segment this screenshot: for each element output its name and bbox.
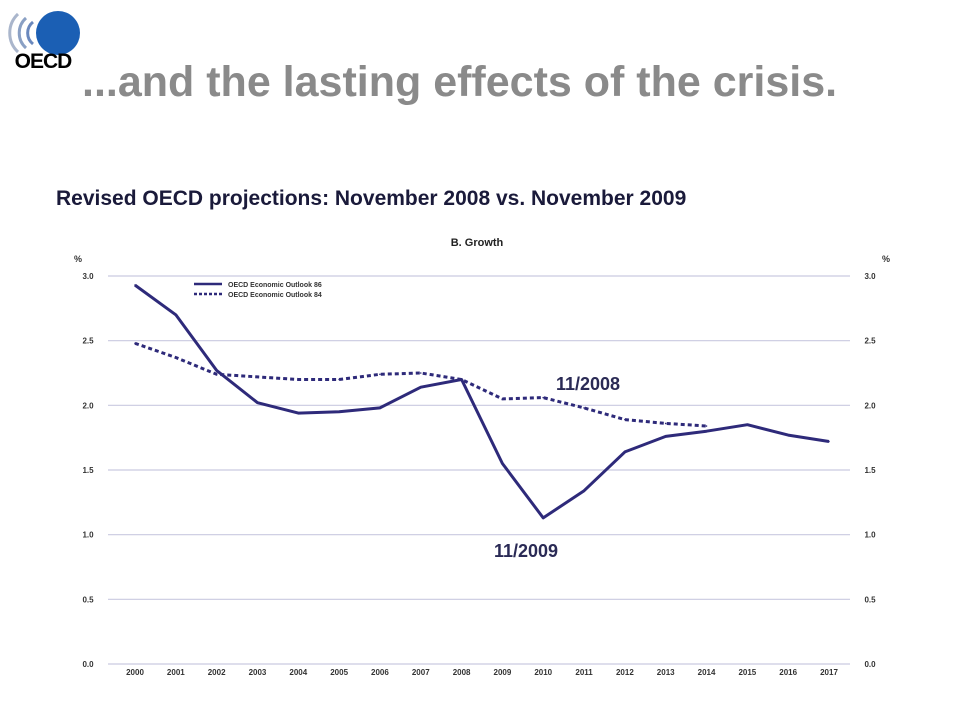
y-tick-label-left: 1.0	[82, 531, 94, 540]
data-point	[664, 435, 667, 438]
y-tick-label-right: 2.0	[864, 401, 876, 410]
grid	[108, 275, 850, 665]
y-ticks: 0.0 0.0 0.5 0.5 1.0 1.0 1.5 1.5 2.0 2.0 2.5 2.5 3.0 3…	[82, 272, 876, 669]
data-point	[256, 376, 259, 378]
logo-arc-1	[8, 12, 20, 54]
data-point	[379, 373, 381, 376]
data-point	[705, 430, 708, 432]
slide-title: ...and the lasting effects of the crisis…	[82, 58, 838, 106]
y-tick-label-left: 2.0	[82, 401, 94, 410]
legend-label: OECD Economic Outlook 84	[228, 292, 322, 299]
data-point	[175, 356, 177, 359]
data-point	[256, 401, 259, 404]
data-point	[828, 440, 830, 443]
logo-wordmark: OECD	[14, 50, 73, 73]
data-point	[664, 422, 667, 425]
data-point	[419, 372, 422, 374]
data-point	[746, 423, 749, 426]
x-tick-label: 2005	[330, 668, 348, 677]
chart-title: B. Growth	[451, 237, 504, 249]
y-tick-label-right: 1.0	[864, 531, 876, 540]
logo-arc-2	[17, 16, 28, 50]
y-tick-label-right: 3.0	[864, 272, 876, 281]
oecd-logo	[8, 11, 80, 55]
series-line-1	[134, 283, 830, 520]
x-tick-label: 2003	[249, 668, 267, 677]
y-tick-label-left: 2.5	[82, 337, 94, 346]
x-tick-label: 2013	[657, 668, 675, 677]
slide-subtitle: Revised OECD projections: November 2008 …	[56, 187, 687, 210]
x-tick-label: 2007	[412, 668, 430, 677]
growth-chart-svg: B. Growth % % 0.0 0.0 0.5 0.5 1.0 1.0 1.5 1.5 2.…	[74, 237, 890, 677]
x-tick-label: 2011	[575, 668, 593, 677]
x-tick-label: 2010	[534, 668, 552, 677]
x-tick-label: 2006	[371, 668, 389, 677]
logo-globe	[36, 11, 80, 55]
data-point	[134, 284, 136, 286]
x-tick-label: 2009	[494, 668, 512, 677]
data-point	[215, 369, 218, 372]
data-point	[379, 407, 381, 409]
y-tick-label-left: 3.0	[82, 272, 94, 281]
data-point	[338, 378, 340, 381]
data-point	[542, 517, 545, 519]
callout-nov-2009: 11/2009	[494, 541, 559, 561]
data-point	[624, 418, 626, 421]
y-tick-label-left: 0.5	[82, 595, 94, 604]
y-axis-label-right: %	[882, 254, 890, 264]
data-point	[338, 411, 340, 413]
data-point	[134, 342, 136, 345]
y-tick-label-left: 1.5	[82, 466, 94, 475]
y-tick-label-left: 0.0	[82, 660, 94, 669]
x-tick-label: 2000	[126, 668, 144, 677]
data-point	[175, 314, 177, 316]
data-point	[297, 378, 300, 381]
data-point	[501, 462, 504, 465]
data-point	[501, 398, 504, 400]
x-tick-label: 2014	[698, 668, 716, 677]
x-tick-label: 2017	[820, 668, 838, 677]
data-point	[787, 434, 789, 436]
y-tick-label-right: 0.5	[864, 595, 876, 604]
data-point	[419, 386, 422, 389]
data-point	[583, 489, 585, 492]
x-tick-label: 2008	[453, 668, 471, 677]
y-tick-label-right: 2.5	[864, 337, 876, 346]
callout-nov-2008: 11/2008	[556, 374, 621, 394]
logo-arc-3	[26, 20, 35, 46]
series-line-2	[134, 341, 707, 428]
growth-chart: B. Growth % % 0.0 0.0 0.5 0.5 1.0 1.0 1.5 1.5 2.…	[60, 228, 900, 688]
x-tick-label: 2016	[779, 668, 797, 677]
y-tick-label-right: 0.0	[864, 660, 876, 669]
x-tick-label: 2012	[616, 668, 634, 677]
data-point	[215, 373, 218, 376]
data-point	[583, 407, 585, 409]
legend-label: OECD Economic Outlook 86	[228, 282, 322, 289]
x-tick-label: 2004	[289, 668, 307, 677]
data-point	[297, 412, 300, 414]
data-point	[542, 396, 545, 399]
x-tick-label: 2015	[738, 668, 756, 677]
data-point	[624, 451, 626, 453]
legend: OECD Economic Outlook 86 OECD Economic Ou…	[194, 282, 322, 299]
data-point	[460, 378, 463, 381]
y-axis-label-left: %	[74, 254, 82, 264]
x-tick-label: 2002	[208, 668, 226, 677]
x-tick-label: 2001	[167, 668, 185, 677]
y-tick-label-right: 1.5	[864, 466, 876, 475]
data-point	[705, 425, 708, 427]
x-ticks: 2000 2001 2002 2003 2004 2005 2006 2007 2008 2009…	[126, 668, 838, 677]
series-lines	[134, 283, 830, 520]
